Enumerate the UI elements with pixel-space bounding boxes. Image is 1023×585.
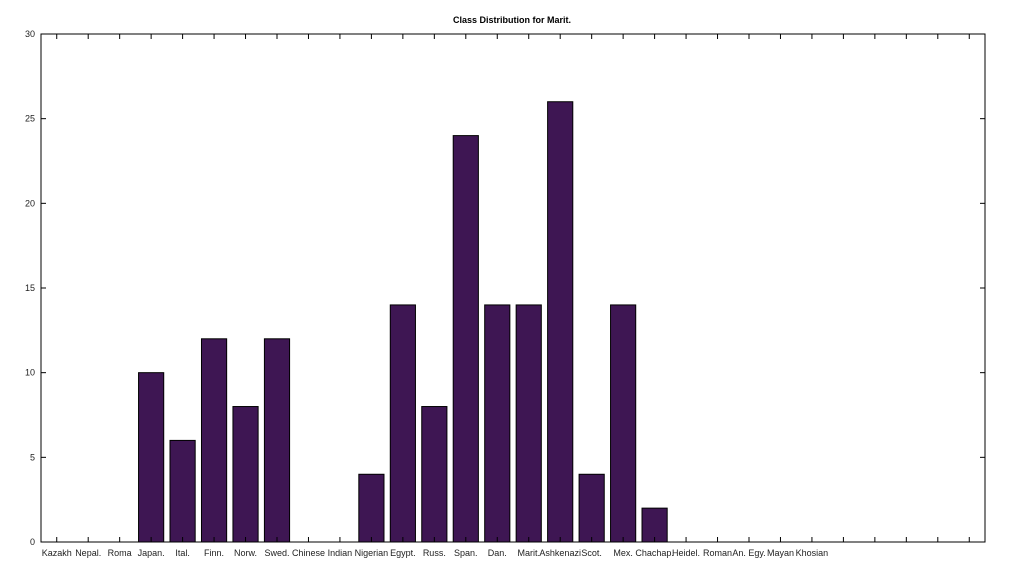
x-tick-label: Mayan bbox=[767, 548, 794, 558]
y-tick-label: 30 bbox=[25, 29, 35, 39]
bar-japan bbox=[138, 372, 165, 543]
x-tick-label: Dan. bbox=[488, 548, 507, 558]
x-tick-label: Chachap. bbox=[635, 548, 674, 558]
bar-span bbox=[452, 135, 479, 543]
y-tick-label: 15 bbox=[25, 283, 35, 293]
x-tick-label: Roman bbox=[703, 548, 732, 558]
bar-marit bbox=[515, 304, 542, 543]
plot-area: 0 5 10 15 20 25 30 Kazakh Nepal. Roma Japan. Ital. F… bbox=[25, 29, 986, 558]
x-tick-label: Egypt. bbox=[390, 548, 416, 558]
x-tick-label: Swed. bbox=[264, 548, 289, 558]
bar-norw bbox=[232, 406, 259, 543]
bar-ital bbox=[169, 439, 196, 543]
x-tick-label: Roma bbox=[108, 548, 132, 558]
y-tick-label: 10 bbox=[25, 368, 35, 378]
bar-ashkenazi bbox=[547, 101, 574, 543]
bar-nigerian bbox=[358, 473, 385, 543]
x-tick-label: Nepal. bbox=[75, 548, 101, 558]
bar-russ bbox=[421, 406, 448, 543]
x-tick-label: An. Egy. bbox=[732, 548, 765, 558]
x-tick-label: Norw. bbox=[234, 548, 257, 558]
y-tick-label: 20 bbox=[25, 198, 35, 208]
bar-finn bbox=[200, 338, 228, 543]
y-tick-label: 25 bbox=[25, 114, 35, 124]
x-tick-label: Marit. bbox=[517, 548, 540, 558]
bar-egypt bbox=[389, 304, 416, 543]
bar-swed bbox=[263, 338, 291, 543]
x-tick-label: Mex. bbox=[613, 548, 633, 558]
x-tick-label: Heidel. bbox=[672, 548, 700, 558]
x-tick-label: Kazakh bbox=[42, 548, 72, 558]
bar-scot bbox=[578, 473, 605, 543]
bar-mex bbox=[610, 304, 637, 543]
x-tick-label: Chinese bbox=[292, 548, 325, 558]
x-tick-label: Indian bbox=[328, 548, 353, 558]
x-tick-label: Nigerian bbox=[355, 548, 389, 558]
y-tick-label: 5 bbox=[30, 452, 35, 462]
x-tick-label: Ashkenazi bbox=[539, 548, 581, 558]
bar-dan bbox=[484, 304, 511, 543]
x-tick-label: Finn. bbox=[204, 548, 224, 558]
bar-chachap bbox=[641, 507, 668, 543]
x-tick-label: Ital. bbox=[175, 548, 190, 558]
chart-title: Class Distribution for Marit. bbox=[453, 15, 571, 25]
x-tick-label: Japan. bbox=[138, 548, 165, 558]
x-tick-label: Khosian bbox=[796, 548, 829, 558]
y-tick-label: 0 bbox=[30, 537, 35, 547]
x-tick-label: Scot. bbox=[581, 548, 602, 558]
x-tick-label: Span. bbox=[454, 548, 478, 558]
x-tick-label: Russ. bbox=[423, 548, 446, 558]
